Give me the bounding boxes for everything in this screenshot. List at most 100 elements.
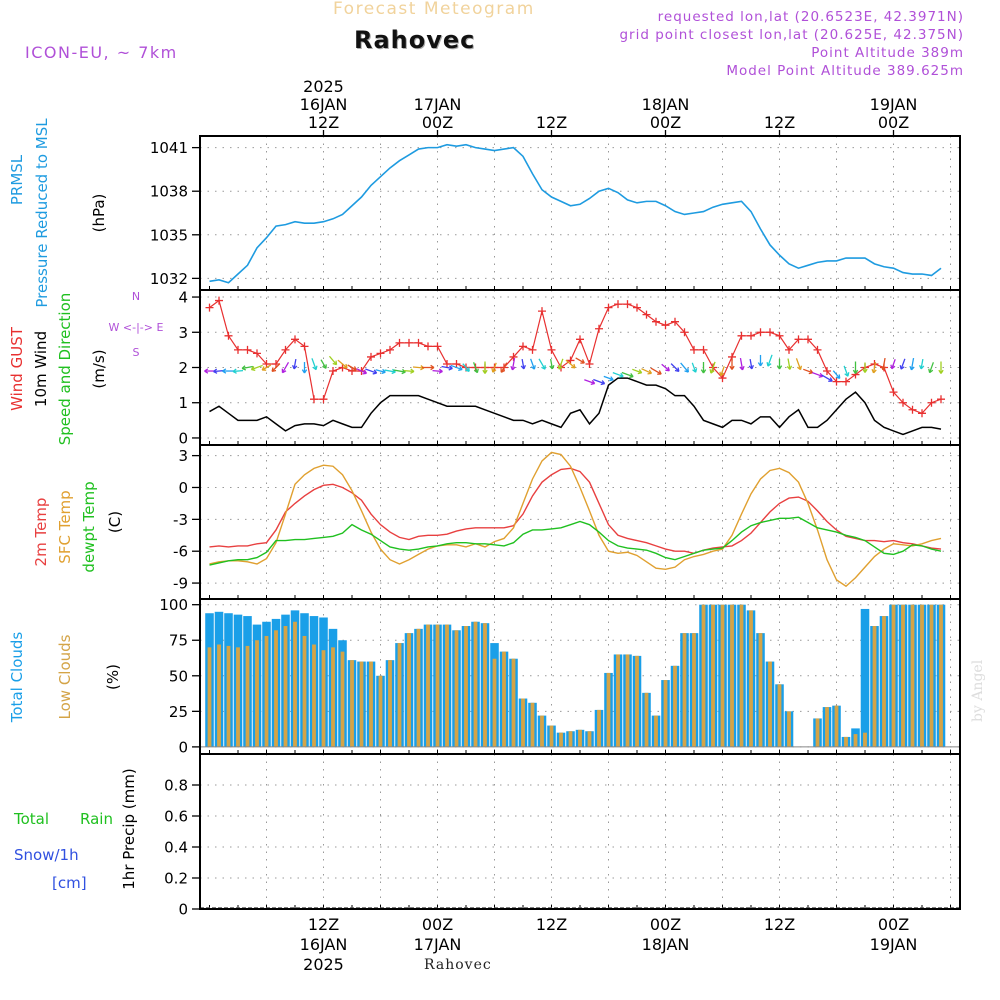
wind-direction-arrow xyxy=(403,368,415,374)
cloud-bar-group xyxy=(623,654,632,747)
y-tick-label: 2 xyxy=(178,359,188,377)
time-label-top: 00Z xyxy=(422,113,453,132)
wind-direction-arrow xyxy=(520,358,526,370)
wind-arrow-head xyxy=(500,368,506,373)
cloud-bar-group xyxy=(319,617,328,747)
cloud-bar-group xyxy=(917,604,927,747)
low-cloud-bar xyxy=(568,731,573,747)
low-cloud-bar xyxy=(587,731,592,747)
wind-direction-arrow xyxy=(757,354,764,367)
time-label-bottom: 17JAN xyxy=(414,935,462,954)
low-cloud-bar xyxy=(597,709,601,747)
compass-south: S xyxy=(133,346,140,359)
gust-point xyxy=(604,303,613,312)
low-cloud-bar xyxy=(549,725,554,747)
wind-arrow-shaft xyxy=(538,358,546,370)
wind-arrow-head xyxy=(250,365,256,372)
low-cloud-bar xyxy=(929,604,934,747)
precip-rain-label: Rain xyxy=(80,810,113,828)
wind-direction-arrow xyxy=(241,365,254,371)
time-label-top: 12Z xyxy=(536,113,567,132)
sfc-temp-line xyxy=(209,451,942,588)
wind-arrow-shaft xyxy=(900,358,906,370)
pressure-ylabel-prmsl: PRMSL xyxy=(8,154,26,205)
gust-point xyxy=(348,367,356,376)
time-label-top: 16JAN xyxy=(300,95,348,114)
wind-arrow-head xyxy=(647,369,653,375)
gust-point xyxy=(690,345,698,354)
low-cloud-bar xyxy=(815,718,820,747)
wind-arrow-head xyxy=(541,365,546,370)
wind-arrow-head xyxy=(890,364,896,370)
low-cloud-bar xyxy=(530,702,535,747)
gust-point xyxy=(614,300,622,309)
temp-2m-line xyxy=(209,467,942,555)
wind-arrow-head xyxy=(301,369,308,374)
wind-arrow-shaft xyxy=(670,363,680,372)
gust-point xyxy=(538,307,546,316)
gust-point xyxy=(509,352,518,361)
wind-arrow-shaft xyxy=(337,359,348,369)
cloud-bar-group xyxy=(756,633,765,747)
time-label-top: 00Z xyxy=(878,113,909,132)
gust-point xyxy=(234,345,242,354)
wind-arrow-head xyxy=(899,365,905,370)
gust-point xyxy=(395,338,404,347)
wind-arrow-head xyxy=(729,365,735,370)
wind-ylabel-wind: 10m Wind xyxy=(32,331,50,407)
cloud-bar-group xyxy=(889,604,898,747)
cloud-bar-group xyxy=(822,707,832,747)
wind-direction-arrow xyxy=(204,368,215,374)
cloud-bar-group xyxy=(670,665,680,747)
clouds-ylabel-unit: (%) xyxy=(104,664,122,690)
gust-point xyxy=(424,342,432,351)
wind-panel: 0 1 2 3 4 xyxy=(178,289,960,447)
y-tick-label: 50 xyxy=(169,667,188,685)
wind-arrow-shaft xyxy=(787,358,791,370)
wind-direction-arrow xyxy=(575,357,585,364)
wind-arrow-head xyxy=(465,367,470,372)
wind-arrow-shaft xyxy=(739,357,744,370)
wind-arrow-shaft xyxy=(356,368,367,374)
cloud-bar-group xyxy=(328,628,338,747)
wind-arrow-head xyxy=(232,368,237,374)
low-cloud-bar xyxy=(312,644,316,747)
wind-arrow-shaft xyxy=(891,359,896,369)
wind-direction-arrow xyxy=(821,374,833,382)
cloud-bar-group xyxy=(395,643,404,747)
wind-arrow-head xyxy=(871,368,877,374)
cloud-bar-group xyxy=(271,618,281,747)
cloud-bar-group xyxy=(499,651,509,747)
wind-direction-arrow xyxy=(432,368,443,374)
low-cloud-bar xyxy=(502,651,506,747)
low-cloud-bar xyxy=(768,661,772,747)
wind-arrow-shaft xyxy=(328,355,338,366)
wind-direction-arrow xyxy=(709,361,716,374)
precip-unit-label: [cm] xyxy=(52,874,87,892)
wind-direction-arrow xyxy=(862,362,868,373)
wind-direction-arrow xyxy=(661,363,670,372)
low-cloud-bar xyxy=(787,711,791,747)
gust-point xyxy=(804,335,812,344)
panel-frame xyxy=(199,753,961,910)
wind-arrow-head xyxy=(292,364,298,370)
clouds-panel: 0 25 50 75 100 xyxy=(159,596,960,756)
low-cloud-bar xyxy=(445,624,449,747)
gust-point xyxy=(566,356,575,365)
wind-direction-arrow xyxy=(786,358,793,370)
y-tick-label: 0 xyxy=(178,738,188,756)
low-cloud-bar xyxy=(331,647,335,747)
y-tick-label: 75 xyxy=(169,632,188,650)
wind-direction-arrow xyxy=(812,372,824,378)
gust-point xyxy=(253,349,261,358)
wind-arrow-head xyxy=(657,370,662,375)
cloud-bar-group xyxy=(936,604,946,747)
cloud-bar-group xyxy=(433,624,442,747)
wind-direction-arrow xyxy=(365,368,378,375)
pressure-ylabel-unit: (hPa) xyxy=(90,194,108,233)
wind-arrow-shaft xyxy=(584,379,595,385)
wind-arrow-head xyxy=(880,365,887,371)
wind-arrow-head xyxy=(828,377,833,382)
gust-point xyxy=(652,317,660,326)
